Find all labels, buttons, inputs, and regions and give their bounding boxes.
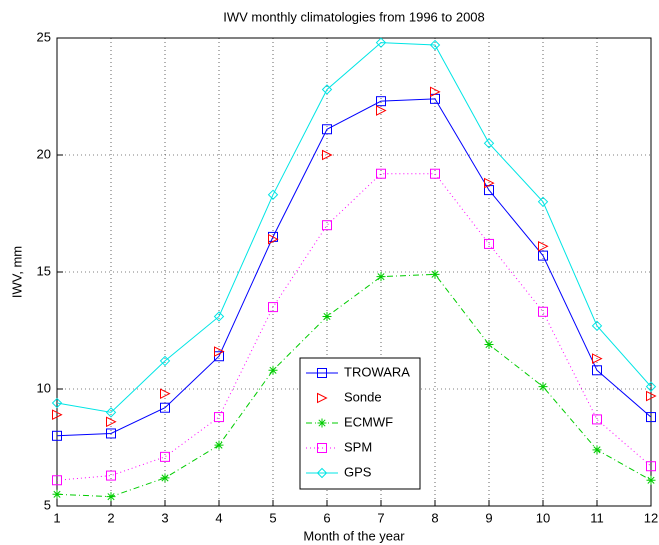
marker [646, 412, 656, 423]
marker [321, 84, 333, 95]
marker [645, 381, 657, 392]
marker [268, 365, 278, 375]
legend-label: Sonde [344, 389, 382, 404]
marker [537, 196, 549, 208]
marker [376, 272, 386, 282]
marker [105, 407, 117, 418]
x-tick-label: 8 [431, 510, 438, 525]
marker [484, 238, 494, 249]
marker [52, 489, 62, 499]
marker [159, 355, 171, 367]
x-tick-label: 4 [215, 510, 222, 525]
marker [214, 412, 224, 423]
series-line [56, 42, 652, 413]
marker [592, 353, 603, 364]
marker [268, 233, 279, 245]
marker [160, 402, 170, 413]
y-tick-label: 15 [37, 263, 51, 278]
y-axis-label: IWV, mm [9, 246, 24, 298]
marker [267, 189, 279, 200]
marker [322, 124, 332, 135]
marker [592, 445, 602, 455]
marker [317, 368, 327, 378]
marker [538, 382, 548, 392]
marker [538, 306, 548, 317]
x-tick-label: 5 [269, 510, 276, 525]
x-tick-label: 9 [485, 510, 492, 525]
chart-title: IWV monthly climatologies from 1996 to 2… [223, 9, 485, 24]
marker [430, 269, 440, 279]
marker [268, 302, 278, 313]
marker [52, 430, 62, 441]
y-tick-label: 10 [37, 380, 51, 395]
marker [106, 492, 116, 502]
marker [591, 320, 603, 332]
marker [430, 168, 440, 179]
marker [160, 388, 171, 399]
plot-frame [56, 37, 652, 507]
marker [484, 177, 495, 189]
legend-label: SPM [344, 439, 372, 454]
x-tick-label: 10 [536, 510, 550, 525]
legend-label: ECMWF [344, 414, 393, 429]
x-tick-label: 7 [377, 510, 384, 525]
marker [213, 311, 225, 322]
marker [376, 105, 387, 116]
marker [317, 418, 327, 428]
marker [106, 470, 116, 481]
marker [322, 149, 333, 161]
marker [646, 461, 656, 472]
marker [214, 440, 224, 450]
marker [160, 473, 170, 483]
marker [317, 392, 328, 404]
series-line [56, 98, 652, 437]
series-line [56, 173, 652, 481]
marker [484, 340, 494, 350]
marker [430, 86, 441, 98]
marker [538, 240, 549, 252]
x-tick-label: 3 [161, 510, 168, 525]
marker [646, 390, 657, 402]
marker [52, 409, 63, 421]
legend-label: TROWARA [344, 364, 410, 379]
marker [646, 475, 656, 485]
x-tick-label: 12 [644, 510, 658, 525]
marker [429, 39, 441, 51]
marker [322, 220, 332, 231]
marker [106, 428, 116, 439]
marker [375, 37, 387, 48]
x-axis-label: Month of the year [303, 528, 405, 543]
y-tick-label: 20 [37, 146, 51, 161]
x-tick-label: 11 [590, 510, 604, 525]
marker [316, 467, 328, 479]
x-tick-label: 1 [53, 510, 60, 525]
marker [51, 397, 63, 409]
marker [538, 250, 548, 261]
marker [483, 138, 495, 149]
marker [160, 451, 170, 462]
x-tick-label: 6 [323, 510, 330, 525]
marker [592, 365, 602, 376]
marker [52, 475, 62, 486]
marker [317, 443, 327, 453]
marker [106, 416, 117, 428]
y-tick-label: 25 [37, 29, 51, 44]
x-tick-label: 2 [107, 510, 114, 525]
marker [214, 346, 225, 357]
y-tick-label: 5 [44, 497, 51, 512]
marker [592, 414, 602, 425]
marker [376, 168, 386, 179]
marker [376, 96, 386, 107]
marker [322, 311, 332, 321]
legend-label: GPS [344, 464, 372, 479]
